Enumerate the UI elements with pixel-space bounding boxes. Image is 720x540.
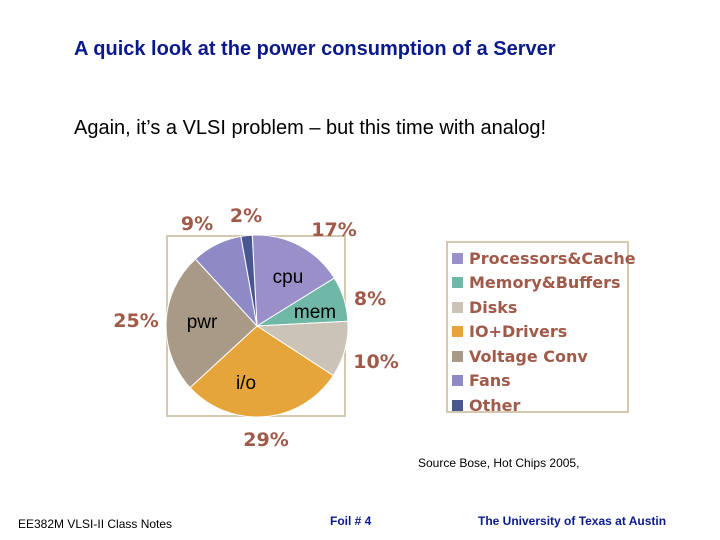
pie-slice-annotation: pwr [187,312,218,333]
pie-slice-annotation: mem [294,302,336,323]
legend-label: Processors&Cache [469,248,636,268]
chart-legend: Processors&Cache Memory&Buffers Disks IO+Dr… [446,241,636,415]
legend-item: Other [452,393,627,418]
legend-swatch [452,301,463,313]
pie-pct-label: 2% [230,205,262,227]
pie-pct-label: 17% [311,219,356,241]
pie-slice-annotation: i/o [236,373,256,394]
legend-swatch [452,375,463,387]
pie-slice-io-drivers [189,325,335,418]
pie-slice-voltage-conv [165,258,258,389]
legend-item: Fans [452,369,627,394]
pie-pct-label: 10% [353,351,398,373]
footer-foil-number: Foil # 4 [330,514,372,528]
footer-course: EE382M VLSI-II Class Notes [18,517,173,531]
slide-subtitle: Again, it’s a VLSI problem – but this ti… [74,117,547,139]
pie-pct-label: 29% [243,429,288,451]
slide-title: A quick look at the power consumption of… [74,38,556,60]
legend-item: Processors&Cache [452,246,636,271]
legend-swatch [452,326,463,338]
pie-slice-annotation: cpu [273,267,304,288]
pie-slice-processors-cache [251,234,336,327]
legend-item: Disks [452,295,627,320]
legend-item: Memory&Buffers [452,271,627,296]
footer-university: The University of Texas at Austin [478,514,667,528]
legend-swatch [452,277,463,289]
legend-label: Disks [469,297,518,317]
pie-pct-label: 9% [181,213,213,235]
legend-label: Fans [469,371,511,391]
legend-item: IO+Drivers [452,320,627,345]
pie-pct-label: 25% [113,310,158,332]
source-note: Source Bose, Hot Chips 2005, [418,456,580,470]
legend-label: Voltage Conv [469,346,588,366]
legend-item: Voltage Conv [452,344,627,369]
pie-pct-label: 8% [354,288,386,310]
legend-swatch [452,350,463,362]
legend-label: Other [469,395,521,415]
pie-slice-other [240,234,258,327]
legend-swatch [452,252,463,264]
legend-swatch [452,399,463,411]
legend-label: Memory&Buffers [469,273,621,293]
legend-label: IO+Drivers [469,322,568,342]
